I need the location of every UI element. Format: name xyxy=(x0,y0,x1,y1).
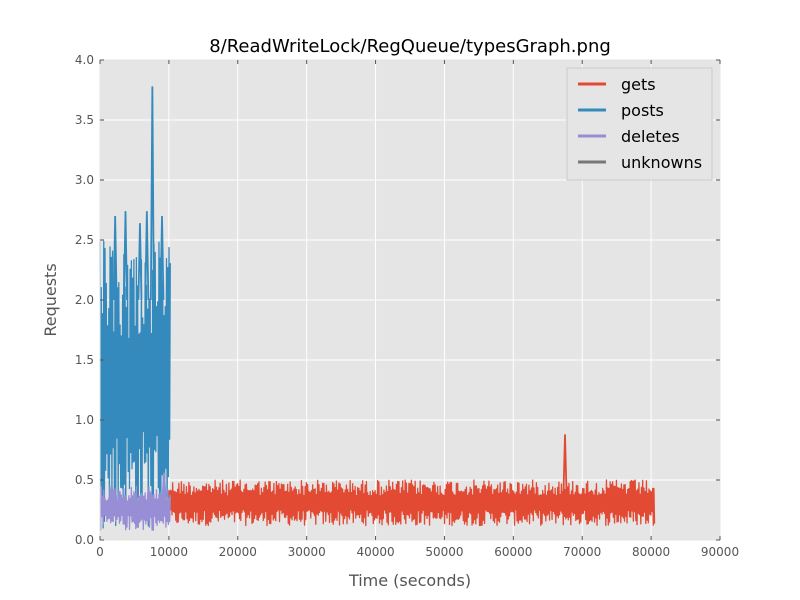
series-line-gets xyxy=(168,479,656,527)
y-tick-label: 3.0 xyxy=(75,173,94,187)
series-peak-posts xyxy=(159,215,165,301)
x-tick-label: 80000 xyxy=(632,545,670,559)
chart-title: 8/ReadWriteLock/RegQueue/typesGraph.png xyxy=(209,36,611,57)
x-axis: 0 10000 20000 30000 40000 50000 60000 70000 8000… xyxy=(96,60,739,559)
legend: gets posts deletes unknowns xyxy=(566,67,713,181)
y-tick-label: 2.5 xyxy=(75,233,94,247)
y-tick-label: 4.0 xyxy=(75,53,94,67)
series-peak-gets xyxy=(562,434,568,493)
y-axis: 0.0 0.5 1.0 1.5 2.0 2.5 3.0 3.5 4.0 xyxy=(75,53,720,547)
series-peak-posts xyxy=(123,211,128,301)
series-line-posts xyxy=(99,240,171,529)
series-layer xyxy=(99,86,656,531)
x-tick-label: 40000 xyxy=(356,545,394,559)
x-tick-label: 30000 xyxy=(288,545,326,559)
y-axis-label: Requests xyxy=(41,263,60,336)
y-tick-label: 3.5 xyxy=(75,113,94,127)
legend-label-posts: posts xyxy=(621,101,664,120)
y-tick-label: 2.0 xyxy=(75,293,94,307)
x-tick-label: 90000 xyxy=(701,545,739,559)
series-peak-posts xyxy=(149,86,155,301)
x-axis-label: Time (seconds) xyxy=(348,571,471,590)
y-tick-label: 0.0 xyxy=(75,533,94,547)
x-tick-label: 50000 xyxy=(425,545,463,559)
series-line-deletes xyxy=(99,485,171,531)
y-tick-label: 0.5 xyxy=(75,473,94,487)
legend-label-deletes: deletes xyxy=(621,127,680,146)
y-tick-label: 1.0 xyxy=(75,413,94,427)
legend-label-unknowns: unknowns xyxy=(621,153,702,172)
series-peak-posts xyxy=(137,223,143,301)
x-tick-label: 70000 xyxy=(563,545,601,559)
series-peak-deletes xyxy=(161,472,167,497)
x-tick-label: 0 xyxy=(96,545,104,559)
legend-label-gets: gets xyxy=(621,75,656,94)
x-tick-label: 10000 xyxy=(150,545,188,559)
x-tick-label: 60000 xyxy=(494,545,532,559)
series-peak-posts xyxy=(144,211,150,301)
y-tick-label: 1.5 xyxy=(75,353,94,367)
series-peak-posts xyxy=(112,215,118,301)
x-tick-label: 20000 xyxy=(219,545,257,559)
